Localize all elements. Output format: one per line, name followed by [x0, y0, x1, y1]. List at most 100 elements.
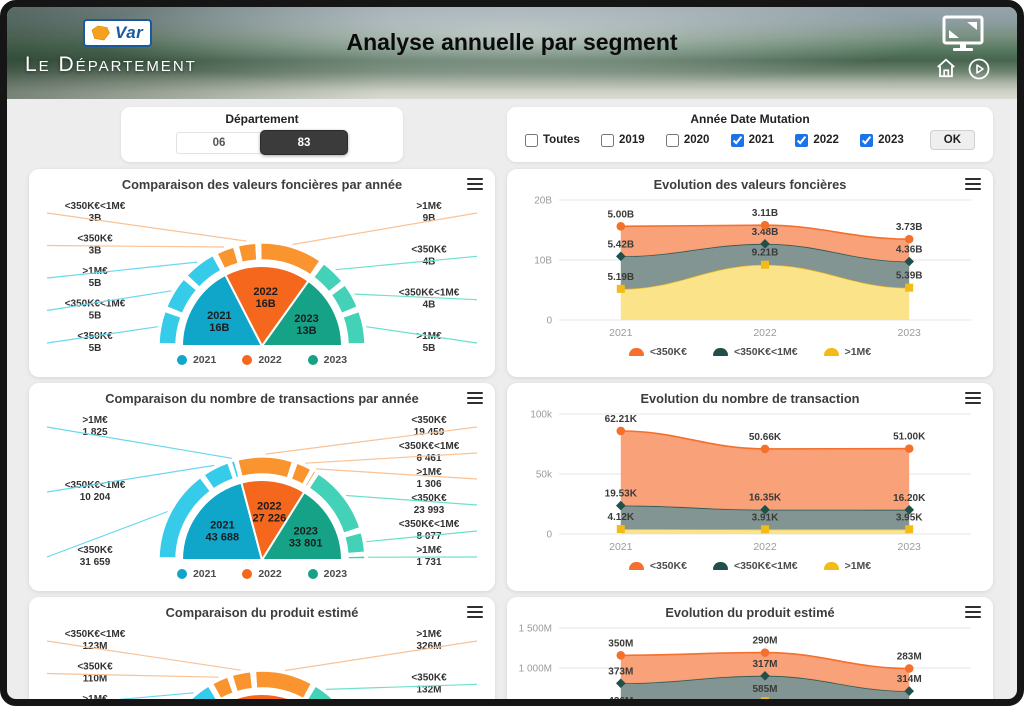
chart-menu-icon[interactable] — [965, 392, 981, 407]
legend-item-2023[interactable]: 2023 — [307, 354, 347, 366]
area-band-2[interactable] — [620, 264, 910, 320]
sunburst-ring-2022-0[interactable] — [215, 246, 240, 270]
sunburst-ring-2022-1[interactable] — [237, 242, 258, 264]
chart-menu-icon[interactable] — [467, 178, 483, 193]
area-band-0[interactable] — [620, 431, 910, 510]
data-point[interactable] — [761, 525, 769, 534]
sunburst-ring-2023-0[interactable] — [306, 684, 334, 706]
data-label: 317M — [752, 659, 777, 670]
year-checkbox-2021[interactable] — [730, 133, 744, 147]
sunburst-ring-2021-0[interactable] — [158, 310, 182, 345]
sunburst-ring-2021-0[interactable] — [158, 476, 212, 559]
year-option-2022[interactable]: 2022 — [795, 133, 839, 147]
sunburst-ring-2022-2[interactable] — [254, 670, 313, 699]
chart-menu-icon[interactable] — [965, 606, 981, 621]
sunburst-sector-2022[interactable] — [222, 692, 302, 706]
data-point[interactable] — [616, 426, 626, 436]
year-option-2019[interactable]: 2019 — [601, 133, 645, 147]
sunburst-ring-2022-2[interactable] — [259, 242, 322, 276]
callout-band-label: <350K€ — [411, 493, 447, 504]
chart-menu-icon[interactable] — [965, 178, 981, 193]
data-point[interactable] — [760, 648, 770, 657]
play-icon[interactable] — [967, 57, 991, 81]
year-option-2023[interactable]: 2023 — [860, 133, 904, 147]
sunburst-ring-2023-1[interactable] — [330, 283, 359, 315]
area-band-1[interactable] — [620, 243, 910, 289]
legend-item->1M€[interactable]: >1M€ — [823, 560, 871, 572]
legend-item-<350K€<1M€[interactable]: <350K€<1M€ — [712, 346, 798, 358]
sunburst-ring-2022-2[interactable] — [304, 469, 317, 488]
sunburst-sector-2023[interactable] — [260, 490, 344, 561]
year-checkbox-Toutes[interactable] — [525, 133, 538, 147]
year-option-2020[interactable]: 2020 — [665, 133, 709, 147]
sunburst-sector-2021[interactable] — [180, 481, 264, 561]
year-checkbox-2019[interactable] — [601, 133, 615, 147]
legend-item-2022[interactable]: 2022 — [242, 354, 282, 366]
sunburst-ring-2022-0[interactable] — [211, 675, 235, 699]
data-point[interactable] — [760, 444, 770, 454]
year-checkbox-2020[interactable] — [665, 133, 679, 147]
year-option-2021[interactable]: 2021 — [730, 133, 775, 147]
sunburst-ring-2021-1[interactable] — [165, 277, 198, 315]
sunburst-ring-2023-0[interactable] — [312, 262, 344, 293]
year-checkbox-2022[interactable] — [795, 133, 809, 147]
data-point[interactable] — [616, 650, 626, 660]
legend-item-<350K€[interactable]: <350K€ — [628, 346, 687, 358]
legend-item-2023[interactable]: 2023 — [307, 568, 347, 580]
sunburst-sector-2021[interactable] — [180, 273, 264, 347]
sunburst-ring-2023-2[interactable] — [347, 554, 366, 560]
year-checkbox-2023[interactable] — [860, 133, 874, 147]
data-point[interactable] — [616, 284, 625, 293]
legend-item-2021[interactable]: 2021 — [176, 568, 216, 580]
sunburst-ring-2022-1[interactable] — [290, 462, 312, 486]
callout-band-label: >1M€ — [416, 629, 442, 640]
callout-value-label: 23 993 — [414, 505, 445, 516]
data-point[interactable] — [904, 234, 914, 244]
sunburst-sector-2022[interactable] — [240, 479, 306, 563]
sunburst-ring-2021-1[interactable] — [202, 461, 235, 490]
data-point[interactable] — [760, 671, 770, 681]
sunburst-sector-2023[interactable] — [260, 279, 344, 347]
sunburst-ring-2023-1[interactable] — [323, 702, 356, 706]
callout-line — [46, 510, 168, 558]
home-icon[interactable] — [935, 57, 957, 79]
data-point[interactable] — [760, 220, 770, 230]
sunburst-ring-2023-1[interactable] — [343, 531, 366, 555]
area-band-2[interactable] — [621, 701, 909, 706]
ok-button[interactable]: OK — [929, 130, 975, 150]
fullscreen-monitor-icon[interactable] — [940, 15, 986, 53]
sunburst-ring-2021-2[interactable] — [230, 459, 240, 479]
legend-item->1M€[interactable]: >1M€ — [823, 346, 871, 358]
data-point[interactable] — [761, 260, 769, 269]
sunburst-ring-2021-2[interactable] — [185, 254, 223, 289]
data-point[interactable] — [616, 222, 626, 231]
year-option-Toutes[interactable]: Toutes — [525, 133, 580, 147]
sunburst-ring-2022-1[interactable] — [231, 670, 254, 693]
legend-item-2022[interactable]: 2022 — [242, 568, 282, 580]
sunburst-ring-2022-0[interactable] — [236, 456, 294, 479]
departement-option-06[interactable]: 06 — [176, 131, 262, 154]
sunburst-sector-2022[interactable] — [224, 265, 310, 348]
departement-toggle: 06 83 — [131, 130, 393, 155]
departement-option-83[interactable]: 83 — [260, 130, 348, 155]
area-band-1[interactable] — [620, 675, 910, 706]
sunburst-ring-2023-0[interactable] — [308, 472, 361, 535]
legend-item-<350K€[interactable]: <350K€ — [628, 560, 687, 572]
chart-menu-icon[interactable] — [467, 606, 483, 621]
callout-line — [316, 468, 478, 480]
year-option-label: 2021 — [748, 134, 775, 146]
area-band-1[interactable] — [620, 505, 910, 530]
sunburst-ring-2021-2[interactable] — [185, 684, 218, 706]
data-point[interactable] — [904, 444, 914, 453]
data-point[interactable] — [761, 697, 769, 705]
data-point[interactable] — [904, 664, 914, 673]
data-point[interactable] — [616, 525, 625, 534]
sunburst-ring-2023-2[interactable] — [342, 310, 366, 345]
callout-value-label: 3B — [89, 213, 102, 224]
legend-item-2021[interactable]: 2021 — [176, 354, 216, 366]
data-point[interactable] — [905, 283, 914, 292]
data-point[interactable] — [905, 525, 914, 534]
legend-item-<350K€<1M€[interactable]: <350K€<1M€ — [712, 560, 798, 572]
chart-menu-icon[interactable] — [467, 392, 483, 407]
